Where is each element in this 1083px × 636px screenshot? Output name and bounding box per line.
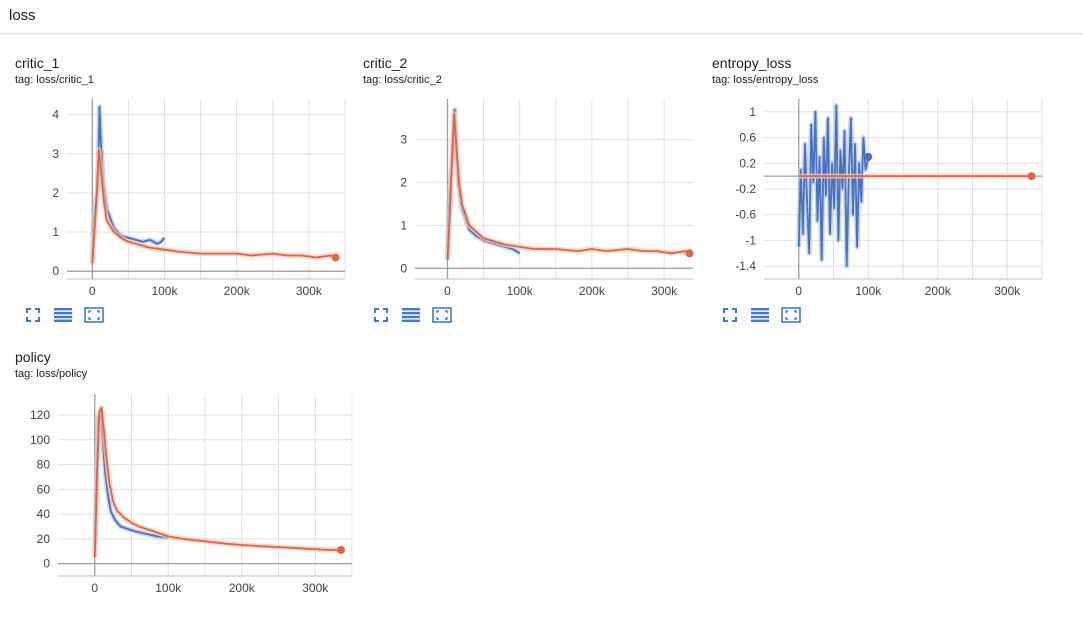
series-orange-line (93, 406, 341, 558)
chart-plot[interactable]: 0 100k 200k 300k 0 20 40 60 80 100 120 (0, 346, 353, 596)
y-tick-label: 1 (400, 218, 407, 232)
y-tick-label: -0.6 (735, 208, 756, 222)
chart-card-policy: policy tag: loss/policy 0 100k 200k 300k 0 20… (0, 346, 353, 636)
fit-domain-icon[interactable] (83, 304, 105, 326)
y-tick-label: -0.2 (735, 182, 756, 196)
x-tick-label: 0 (91, 581, 98, 595)
x-tick-label: 100k (507, 284, 534, 298)
chart-title: critic_1 (15, 55, 60, 71)
y-tick-label: 80 (37, 458, 51, 472)
y-tick-label: 60 (37, 482, 51, 496)
section-header[interactable]: loss (0, 0, 1083, 34)
series-group (445, 107, 691, 260)
chart-plot[interactable]: 0 100k 200k 300k 0 1 2 3 (348, 52, 694, 302)
series-orange-end-point (331, 253, 340, 262)
y-tick-label: 0.6 (739, 131, 756, 145)
series-group (796, 102, 1032, 269)
y-tick-label: 1 (52, 225, 59, 239)
fit-domain-icon[interactable] (780, 304, 802, 326)
x-tick-label: 200k (925, 284, 952, 298)
x-tick-label: 200k (579, 284, 606, 298)
y-tick-label: 120 (30, 408, 50, 422)
series-orange-end-point (336, 546, 345, 554)
x-tick-label: 100k (855, 284, 882, 298)
x-tick-label: 0 (795, 284, 802, 298)
y-tick-label: 4 (52, 108, 59, 122)
y-tick-label: 3 (400, 133, 407, 147)
chart-title: critic_2 (363, 55, 408, 71)
chart-card-entropy-loss: entropy_loss tag: loss/entropy_loss 0 100… (697, 52, 1043, 342)
chart-tag: tag: loss/critic_2 (363, 74, 442, 86)
series-orange-end-point (685, 249, 694, 258)
x-tick-label: 300k (994, 284, 1021, 298)
x-tick-label: 300k (296, 284, 323, 298)
series-group (89, 104, 337, 264)
x-tick-label: 0 (444, 284, 451, 298)
x-tick-label: 300k (651, 284, 678, 298)
y-tick-label: 20 (37, 532, 51, 546)
y-tick-label: 2 (52, 186, 59, 200)
series-group (92, 405, 341, 558)
x-tick-label: 200k (224, 284, 251, 298)
series-orange-end-point (1027, 172, 1036, 181)
y-tick-label: 0.2 (739, 156, 756, 170)
x-tick-label: 200k (229, 581, 256, 595)
section-title: loss (9, 7, 36, 24)
y-tick-label: -1.4 (735, 259, 756, 273)
chart-title: entropy_loss (712, 55, 792, 71)
toggle-log-scale-icon[interactable] (749, 304, 771, 326)
chart-title: policy (15, 349, 51, 365)
toggle-log-scale-icon[interactable] (400, 304, 422, 326)
y-tick-label: -1 (745, 233, 756, 247)
chart-plot[interactable]: 0 100k 200k 300k 0 1 2 3 4 (0, 52, 346, 302)
y-tick-label: 1 (749, 105, 756, 119)
chart-tag: tag: loss/policy (15, 368, 88, 380)
x-tick-label: 100k (151, 284, 178, 298)
chart-tag: tag: loss/entropy_loss (712, 74, 819, 86)
chart-card-critic-1: critic_1 tag: loss/critic_1 0 100k 200k 300… (0, 52, 346, 342)
chart-card-critic-2: critic_2 tag: loss/critic_2 0 100k 200k 300… (348, 52, 694, 342)
chart-tag: tag: loss/critic_1 (15, 74, 94, 86)
toggle-log-scale-icon[interactable] (52, 304, 74, 326)
x-tick-label: 100k (155, 581, 182, 595)
y-tick-label: 0 (43, 557, 50, 571)
fullscreen-icon[interactable] (370, 304, 392, 326)
y-tick-label: 3 (52, 147, 59, 161)
fit-domain-icon[interactable] (431, 304, 453, 326)
x-tick-label: 0 (89, 284, 96, 298)
series-orange-line (446, 113, 690, 260)
y-tick-label: 0 (400, 261, 407, 275)
series-orange-line (91, 149, 336, 264)
series-blue-line (797, 104, 870, 268)
fullscreen-icon[interactable] (22, 304, 44, 326)
chart-plot[interactable]: 0 100k 200k 300k 1 0.6 0.2 -0.2 -0.6 -1 -1.4 (697, 52, 1043, 302)
y-tick-label: 100 (30, 433, 50, 447)
y-tick-label: 2 (400, 176, 407, 190)
x-tick-label: 300k (302, 581, 329, 595)
fullscreen-icon[interactable] (719, 304, 741, 326)
y-tick-label: 0 (52, 264, 59, 278)
y-tick-label: 40 (37, 507, 51, 521)
series-blue-end-point (864, 152, 873, 161)
